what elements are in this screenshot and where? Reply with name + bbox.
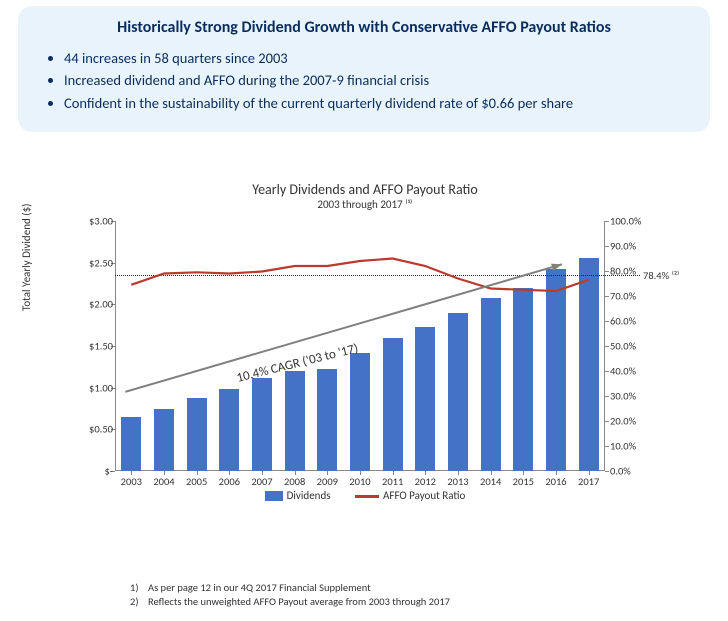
y-right-tick: 30.0% [610,390,655,403]
footnote-text: Reflects the unweighted AFFO Payout aver… [148,595,450,608]
x-tick: 2017 [573,475,605,488]
header-title: Historically Strong Dividend Growth with… [40,18,688,37]
x-tick: 2008 [279,475,311,488]
footnotes: 1)As per page 12 in our 4Q 2017 Financia… [130,581,450,609]
legend-label-line: AFFO Payout Ratio [383,489,465,502]
x-tick: 2005 [181,475,213,488]
y-left-tick: $1.00 [73,381,113,394]
chart-title: Yearly Dividends and AFFO Payout Ratio [55,181,675,198]
y-left-tick: $1.50 [73,340,113,353]
y-right-tick: 20.0% [610,415,655,428]
bullet-item: 44 increases in 58 quarters since 2003 [64,47,688,69]
x-tick: 2015 [507,475,539,488]
y-right-tick: 10.0% [610,440,655,453]
y-left-tick: $- [73,465,113,478]
footnote-num: 2) [130,595,148,609]
chart-legend: Dividends AFFO Payout Ratio [55,489,675,502]
bullet-item: Confident in the sustainability of the c… [64,92,688,114]
footnote-text: As per page 12 in our 4Q 2017 Financial … [148,581,371,594]
legend-label-bars: Dividends [287,489,331,502]
x-tick: 2004 [148,475,180,488]
y-right-tick: 60.0% [610,315,655,328]
y-right-tick: 100.0% [610,215,655,228]
y-right-tick: 90.0% [610,240,655,253]
y-right-tick: 0.0% [610,465,655,478]
y-right-tick: 70.0% [610,290,655,303]
bullet-item: Increased dividend and AFFO during the 2… [64,69,688,91]
legend-swatch-bar [265,491,283,501]
y-right-tick: 40.0% [610,365,655,378]
x-tick: 2009 [311,475,343,488]
header-callout: Historically Strong Dividend Growth with… [18,6,710,132]
x-tick: 2003 [115,475,147,488]
x-tick: 2006 [213,475,245,488]
plot-area: 78.4% ⁽²⁾10.4% CAGR ('03 to '17) [115,221,605,471]
y-left-tick: $0.50 [73,423,113,436]
x-tick: 2007 [246,475,278,488]
x-tick: 2012 [409,475,441,488]
chart-container: Yearly Dividends and AFFO Payout Ratio 2… [55,181,675,521]
y-left-tick: $2.50 [73,256,113,269]
y-left-tick: $3.00 [73,215,113,228]
x-tick: 2016 [540,475,572,488]
y-right-tick: 50.0% [610,340,655,353]
cagr-arrow [115,221,605,471]
footnote-item: 2)Reflects the unweighted AFFO Payout av… [130,595,450,609]
y-left-tick: $2.00 [73,298,113,311]
x-tick: 2014 [475,475,507,488]
x-tick: 2013 [442,475,474,488]
footnote-item: 1)As per page 12 in our 4Q 2017 Financia… [130,581,450,595]
chart-subtitle: 2003 through 2017 ⁽¹⁾ [55,198,675,211]
y-right-tick: 80.0% [610,265,655,278]
y-left-axis-label: Total Yearly Dividend ($) [20,204,33,311]
legend-swatch-line [355,495,379,498]
x-tick: 2011 [377,475,409,488]
header-bullets: 44 increases in 58 quarters since 2003 I… [64,47,688,114]
x-tick: 2010 [344,475,376,488]
footnote-num: 1) [130,581,148,595]
